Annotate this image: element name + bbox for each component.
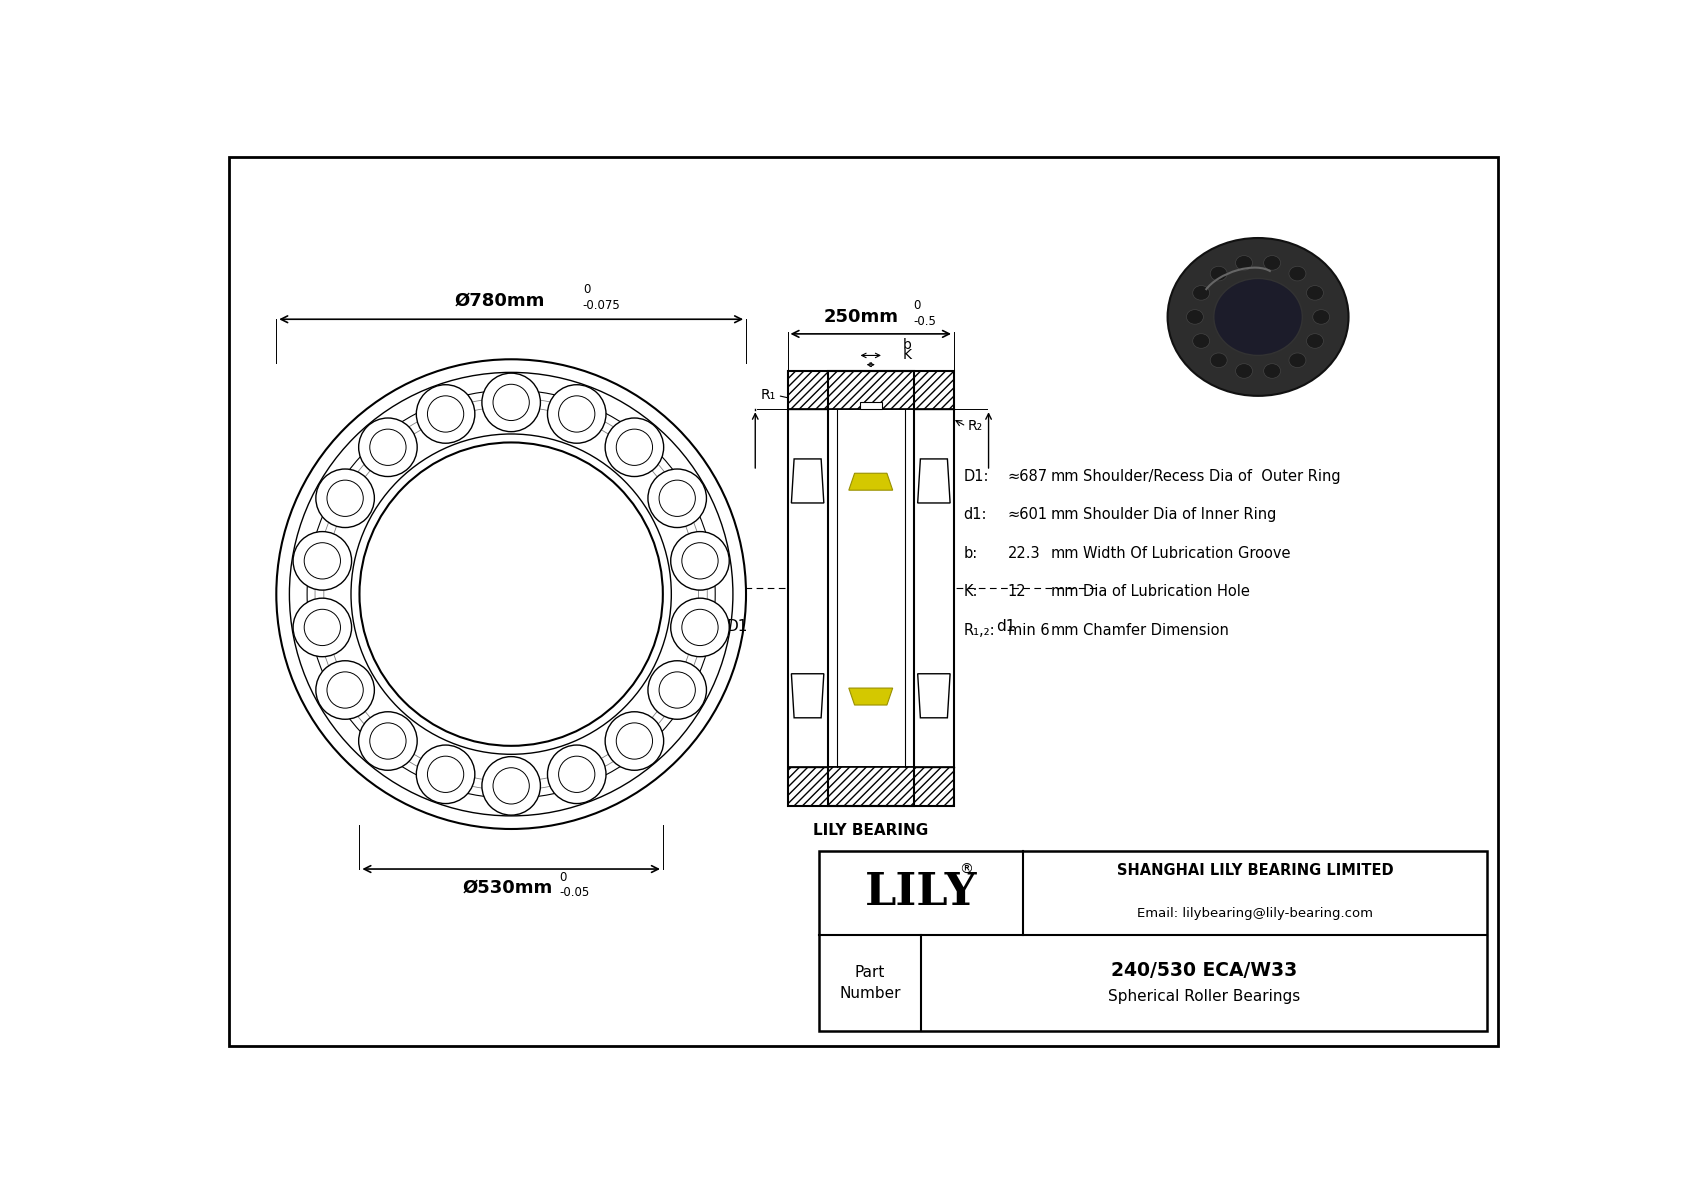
Text: ®: ® — [958, 862, 973, 877]
Ellipse shape — [1288, 353, 1305, 368]
Text: d1:: d1: — [963, 507, 987, 523]
Polygon shape — [918, 459, 950, 503]
Text: 22.3: 22.3 — [1007, 545, 1041, 561]
Circle shape — [648, 661, 707, 719]
Text: 0: 0 — [583, 283, 589, 297]
Ellipse shape — [1167, 238, 1349, 395]
Circle shape — [359, 418, 418, 476]
Text: SHANGHAI LILY BEARING LIMITED: SHANGHAI LILY BEARING LIMITED — [1116, 863, 1393, 878]
Circle shape — [648, 469, 707, 528]
Text: Shoulder Dia of Inner Ring: Shoulder Dia of Inner Ring — [1083, 507, 1276, 523]
Ellipse shape — [1214, 279, 1302, 355]
Text: -0.5: -0.5 — [913, 314, 936, 328]
Polygon shape — [918, 674, 950, 718]
Ellipse shape — [1236, 363, 1253, 379]
Text: 240/530 ECA/W33: 240/530 ECA/W33 — [1111, 961, 1297, 980]
Bar — [788, 370, 953, 806]
Circle shape — [670, 598, 729, 656]
Bar — [827, 767, 914, 806]
Ellipse shape — [1236, 256, 1253, 270]
Text: Part: Part — [855, 966, 886, 980]
Text: Width Of Lubrication Groove: Width Of Lubrication Groove — [1083, 545, 1290, 561]
Bar — [861, 401, 881, 410]
Text: Chamfer Dimension: Chamfer Dimension — [1083, 623, 1229, 638]
Text: min 6: min 6 — [1007, 623, 1049, 638]
Ellipse shape — [1192, 333, 1209, 348]
Text: 0: 0 — [913, 299, 921, 312]
Circle shape — [359, 712, 418, 771]
Ellipse shape — [1192, 286, 1209, 300]
Ellipse shape — [1307, 286, 1324, 300]
Text: D1:: D1: — [963, 469, 989, 484]
Circle shape — [605, 712, 663, 771]
Text: mm: mm — [1051, 623, 1079, 638]
Text: Email: lilybearing@lily-bearing.com: Email: lilybearing@lily-bearing.com — [1137, 908, 1372, 921]
Polygon shape — [791, 459, 823, 503]
Circle shape — [605, 418, 663, 476]
Ellipse shape — [1263, 256, 1280, 270]
Text: b:: b: — [963, 545, 977, 561]
Ellipse shape — [1187, 310, 1204, 324]
Text: mm: mm — [1051, 507, 1079, 523]
Bar — [827, 370, 914, 410]
Circle shape — [293, 531, 352, 590]
Polygon shape — [791, 674, 823, 718]
Text: K:: K: — [963, 585, 978, 599]
Bar — [788, 767, 953, 806]
Text: -0.075: -0.075 — [583, 299, 620, 312]
Text: Dia of Lubrication Hole: Dia of Lubrication Hole — [1083, 585, 1250, 599]
Polygon shape — [849, 688, 893, 705]
Text: R₂: R₂ — [968, 419, 983, 434]
Text: mm: mm — [1051, 585, 1079, 599]
Ellipse shape — [1288, 267, 1305, 281]
Text: Ø530mm: Ø530mm — [461, 878, 552, 897]
Text: Spherical Roller Bearings: Spherical Roller Bearings — [1108, 989, 1300, 1004]
Bar — [827, 370, 914, 806]
Text: 250mm: 250mm — [823, 308, 899, 326]
Circle shape — [670, 531, 729, 590]
Text: d1: d1 — [997, 619, 1015, 635]
Text: 0: 0 — [559, 871, 566, 884]
Text: b: b — [903, 338, 911, 353]
Text: ≈687: ≈687 — [1007, 469, 1047, 484]
Text: K: K — [903, 349, 911, 362]
Text: LILY BEARING: LILY BEARING — [813, 823, 928, 837]
Bar — [788, 370, 953, 410]
Circle shape — [547, 746, 606, 804]
Text: R₁,₂:: R₁,₂: — [963, 623, 995, 638]
Polygon shape — [849, 473, 893, 491]
Text: 12: 12 — [1007, 585, 1027, 599]
Text: LILY: LILY — [866, 872, 977, 915]
Bar — [818, 850, 1487, 1030]
Text: Ø780mm: Ø780mm — [455, 292, 546, 310]
Text: -0.05: -0.05 — [559, 886, 589, 899]
Ellipse shape — [1211, 267, 1228, 281]
Text: R₁: R₁ — [761, 388, 776, 403]
Ellipse shape — [1307, 333, 1324, 348]
Text: mm: mm — [1051, 545, 1079, 561]
Ellipse shape — [1211, 353, 1228, 368]
Text: D1: D1 — [726, 619, 748, 635]
Circle shape — [416, 746, 475, 804]
Circle shape — [547, 385, 606, 443]
Text: mm: mm — [1051, 469, 1079, 484]
Ellipse shape — [1314, 310, 1330, 324]
Text: Number: Number — [839, 985, 901, 1000]
Circle shape — [416, 385, 475, 443]
Circle shape — [317, 661, 374, 719]
Circle shape — [482, 373, 541, 431]
Ellipse shape — [1263, 363, 1280, 379]
Circle shape — [482, 756, 541, 815]
Circle shape — [317, 469, 374, 528]
Text: ≈601: ≈601 — [1007, 507, 1047, 523]
Text: Shoulder/Recess Dia of  Outer Ring: Shoulder/Recess Dia of Outer Ring — [1083, 469, 1340, 484]
Bar — [788, 370, 953, 806]
Circle shape — [293, 598, 352, 656]
